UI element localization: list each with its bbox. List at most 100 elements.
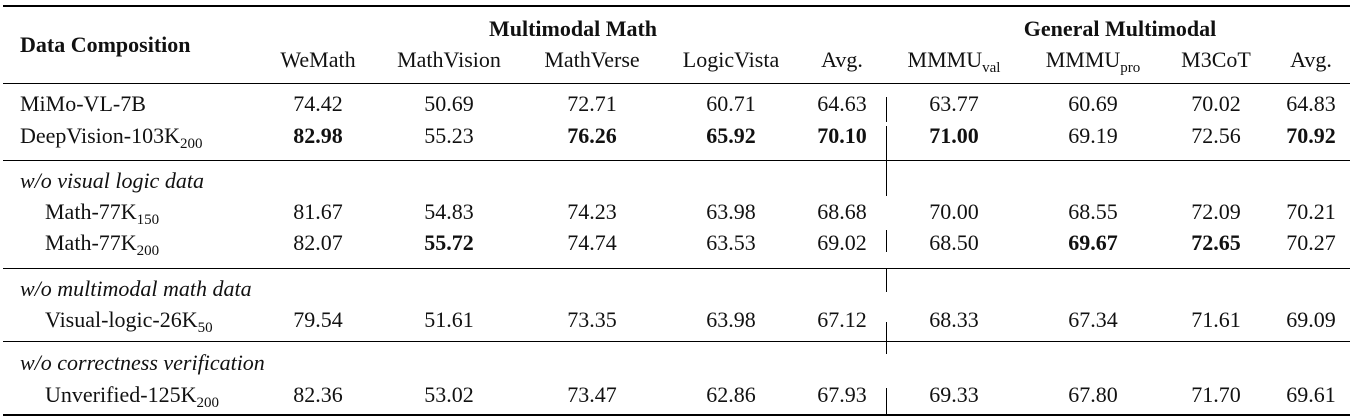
table-cell: 82.07 <box>293 230 343 256</box>
table-cell: 62.86 <box>706 382 756 408</box>
table-cell-text: 69.19 <box>1068 123 1118 148</box>
table-cell: 70.21 <box>1286 199 1336 225</box>
table-cell-text: 65.92 <box>706 123 756 148</box>
section-title-text: w/o visual logic data <box>20 168 204 193</box>
column-header: MMMUval <box>907 47 1001 76</box>
table-cell-text: 73.47 <box>567 382 617 407</box>
table-cell: 74.74 <box>567 230 617 256</box>
section-title-text: w/o multimodal math data <box>20 276 252 301</box>
table-cell: 82.98 <box>293 123 343 149</box>
table-cell-text: 69.02 <box>817 230 867 255</box>
row-label: MiMo-VL-7B <box>20 91 146 117</box>
table-cell: 67.12 <box>817 307 867 333</box>
column-separator <box>886 388 887 414</box>
row-label: Math-77K150 <box>45 199 159 228</box>
table-cell-text: 64.83 <box>1286 91 1336 116</box>
row-label-text: Math-77K <box>45 199 137 224</box>
table-cell-text: 68.50 <box>929 230 979 255</box>
column-header-text: MathVerse <box>544 47 640 72</box>
table-cell: 70.27 <box>1286 230 1336 256</box>
bottom-rule <box>3 414 1350 416</box>
group-header-general-multimodal: General Multimodal <box>1023 16 1217 41</box>
table-cell-text: 72.56 <box>1191 123 1241 148</box>
row-label-text: Math-77K <box>45 230 137 255</box>
row-label-subscript: 200 <box>136 243 160 259</box>
table-cell-text: 73.35 <box>567 307 617 332</box>
table-cell-text: 68.33 <box>929 307 979 332</box>
row-label-subscript: 50 <box>197 320 213 336</box>
table-cell: 69.09 <box>1286 307 1336 333</box>
table-cell-text: 70.21 <box>1286 199 1336 224</box>
table-cell-text: 60.71 <box>706 91 756 116</box>
table-cell-text: 69.09 <box>1286 307 1336 332</box>
table-cell: 63.53 <box>706 230 756 256</box>
column-header-subscript: pro <box>1120 60 1141 76</box>
table-cell: 69.02 <box>817 230 867 256</box>
table-cell: 69.33 <box>929 382 979 408</box>
table-cell-text: 69.61 <box>1286 382 1336 407</box>
column-header-text: MMMU <box>907 47 983 72</box>
column-header: M3CoT <box>1181 47 1251 73</box>
table-cell: 70.92 <box>1286 123 1336 149</box>
table-cell: 50.69 <box>424 91 474 117</box>
header-rule <box>3 83 1350 84</box>
table-cell: 51.61 <box>424 307 474 333</box>
table-cell-text: 71.61 <box>1191 307 1241 332</box>
table-cell: 65.92 <box>706 123 756 149</box>
table-cell: 79.54 <box>293 307 343 333</box>
table-cell-text: 63.53 <box>706 230 756 255</box>
column-separator <box>886 268 887 292</box>
table-cell-text: 68.68 <box>817 199 867 224</box>
table-cell: 70.10 <box>817 123 867 149</box>
column-separator <box>886 126 887 196</box>
table-cell-text: 60.69 <box>1068 91 1118 116</box>
section-title: w/o multimodal math data <box>20 276 252 302</box>
group-header-multimodal-math: Multimodal Math <box>488 16 658 41</box>
column-header-text: M3CoT <box>1181 47 1251 72</box>
section-rule <box>3 268 1350 269</box>
section-rule <box>3 160 1350 161</box>
table-cell: 60.71 <box>706 91 756 117</box>
table-cell: 82.36 <box>293 382 343 408</box>
table-cell-text: 69.67 <box>1068 230 1118 255</box>
column-header: WeMath <box>280 47 355 73</box>
table-cell: 55.23 <box>424 123 474 149</box>
table-cell: 74.42 <box>293 91 343 117</box>
table-cell: 73.47 <box>567 382 617 408</box>
row-label: Visual-logic-26K50 <box>45 307 213 336</box>
table-cell-text: 67.93 <box>817 382 867 407</box>
table-cell-text: 50.69 <box>424 91 474 116</box>
top-rule <box>3 5 1350 7</box>
section-title-text: w/o correctness verification <box>20 350 265 375</box>
table-cell: 73.35 <box>567 307 617 333</box>
table-cell: 67.80 <box>1068 382 1118 408</box>
table-cell-text: 69.33 <box>929 382 979 407</box>
table-cell-text: 67.12 <box>817 307 867 332</box>
table-cell-text: 82.36 <box>293 382 343 407</box>
table-cell: 74.23 <box>567 199 617 225</box>
table-cell-text: 51.61 <box>424 307 474 332</box>
table-cell-text: 74.23 <box>567 199 617 224</box>
table-cell-text: 67.80 <box>1068 382 1118 407</box>
table-cell: 72.56 <box>1191 123 1241 149</box>
table-cell-text: 63.98 <box>706 307 756 332</box>
table-cell: 68.55 <box>1068 199 1118 225</box>
table-cell-text: 81.67 <box>293 199 343 224</box>
table-cell-text: 55.72 <box>424 230 474 255</box>
column-separator <box>886 322 887 354</box>
table-cell-text: 70.02 <box>1191 91 1241 116</box>
table-cell-text: 71.70 <box>1191 382 1241 407</box>
row-label-text: Visual-logic-26K <box>45 307 198 332</box>
table-cell-text: 70.00 <box>929 199 979 224</box>
table-cell-text: 74.42 <box>293 91 343 116</box>
row-label: DeepVision-103K200 <box>20 123 202 152</box>
column-header-text: MMMU <box>1045 47 1121 72</box>
table-cell: 54.83 <box>424 199 474 225</box>
column-header: LogicVista <box>683 47 779 73</box>
table-cell: 53.02 <box>424 382 474 408</box>
data-composition-header: Data Composition <box>20 32 191 57</box>
table-cell-text: 82.98 <box>293 123 343 148</box>
table-cell: 69.67 <box>1068 230 1118 256</box>
table-cell-text: 63.98 <box>706 199 756 224</box>
column-header-text: Avg. <box>821 47 863 72</box>
